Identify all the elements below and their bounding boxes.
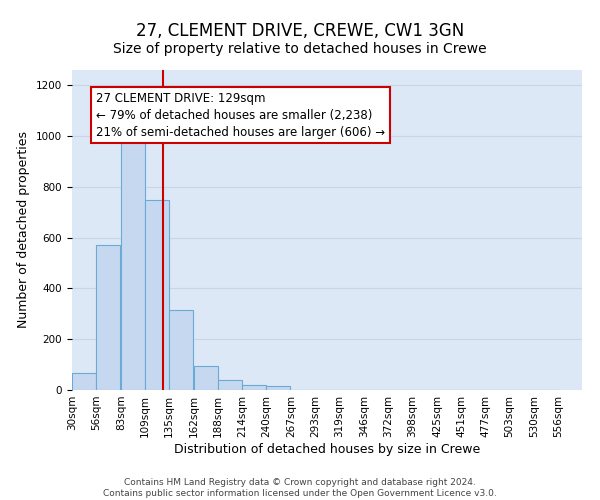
Y-axis label: Number of detached properties: Number of detached properties	[17, 132, 31, 328]
Bar	[169, 310, 193, 390]
X-axis label: Distribution of detached houses by size in Crewe: Distribution of detached houses by size …	[174, 442, 480, 456]
Text: 27 CLEMENT DRIVE: 129sqm
← 79% of detached houses are smaller (2,238)
21% of sem: 27 CLEMENT DRIVE: 129sqm ← 79% of detach…	[96, 92, 385, 138]
Bar	[218, 380, 242, 390]
Bar	[194, 366, 218, 390]
Text: Contains HM Land Registry data © Crown copyright and database right 2024.
Contai: Contains HM Land Registry data © Crown c…	[103, 478, 497, 498]
Bar	[266, 386, 290, 390]
Bar	[121, 136, 145, 390]
Text: 27, CLEMENT DRIVE, CREWE, CW1 3GN: 27, CLEMENT DRIVE, CREWE, CW1 3GN	[136, 22, 464, 40]
Bar	[73, 374, 95, 390]
Bar	[242, 385, 266, 390]
Text: Size of property relative to detached houses in Crewe: Size of property relative to detached ho…	[113, 42, 487, 56]
Bar	[145, 200, 169, 390]
Bar	[97, 245, 119, 390]
